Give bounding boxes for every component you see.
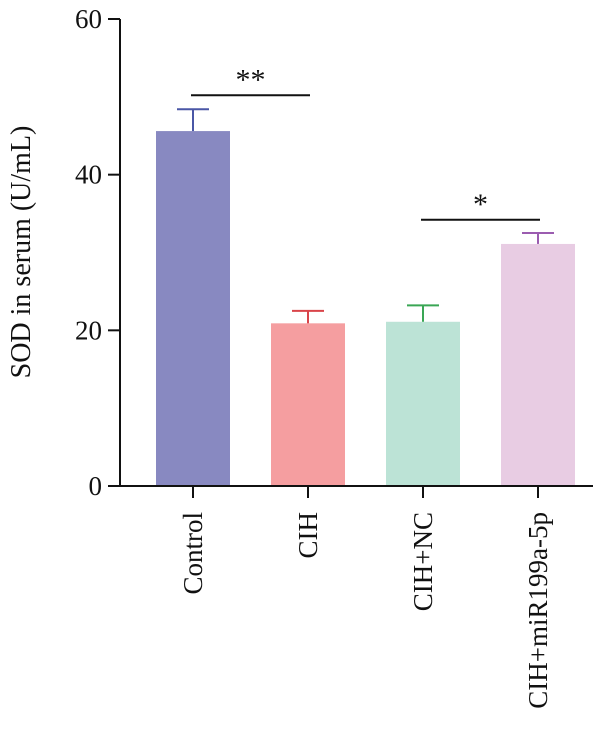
x-tick-label: CIH+miR199a-5p bbox=[523, 512, 553, 709]
bar-1 bbox=[271, 323, 345, 486]
bar-2 bbox=[386, 321, 460, 486]
x-tick-label: CIH bbox=[293, 512, 323, 559]
significance-label: ** bbox=[236, 63, 266, 96]
y-axis-title: SOD in serum (U/mL) bbox=[6, 126, 37, 379]
y-axis: 0 20 40 60 bbox=[75, 4, 121, 501]
significance-markers: *** bbox=[191, 63, 540, 221]
y-tick-label: 20 bbox=[75, 315, 102, 345]
y-tick-label: 60 bbox=[75, 4, 102, 34]
x-tick-label: CIH+NC bbox=[408, 512, 438, 611]
bar-3 bbox=[501, 243, 575, 486]
y-tick-label: 0 bbox=[89, 471, 103, 501]
y-tick-label: 40 bbox=[75, 160, 102, 190]
x-tick-label: Control bbox=[178, 512, 208, 595]
significance-label: * bbox=[473, 188, 488, 221]
bar-0 bbox=[156, 131, 230, 486]
x-axis: Control CIH CIH+NC CIH+miR199a-5p bbox=[120, 485, 593, 709]
error-bars bbox=[177, 108, 554, 324]
bars bbox=[156, 131, 575, 486]
